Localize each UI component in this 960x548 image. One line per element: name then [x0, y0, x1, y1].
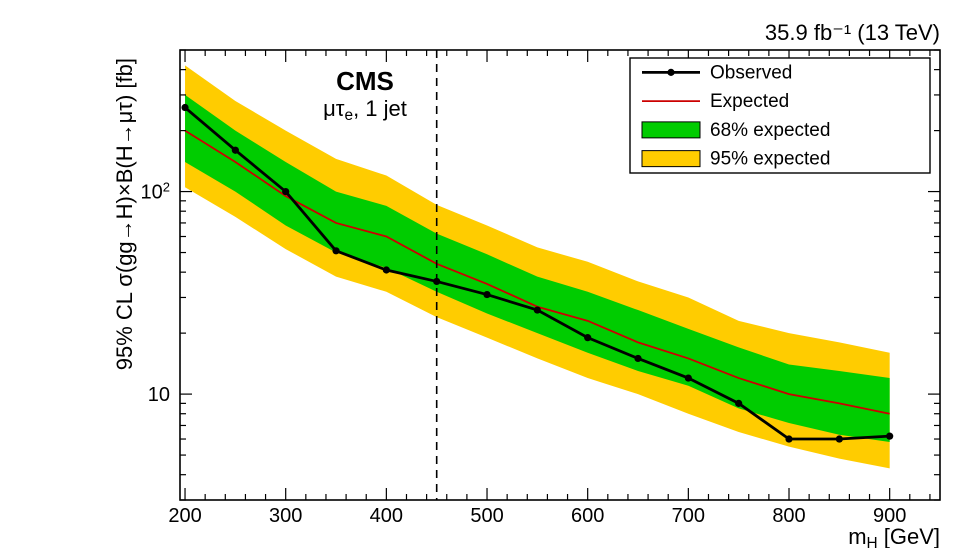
observed-marker [383, 266, 390, 273]
observed-marker [836, 435, 843, 442]
legend-label: 68% expected [710, 120, 830, 141]
x-tick-label: 500 [470, 505, 503, 527]
chart-container: 20030040050060070080090010102mH [GeV]95%… [0, 0, 960, 548]
legend-label: Expected [710, 91, 789, 112]
observed-marker [332, 247, 339, 254]
observed-marker [483, 291, 490, 298]
x-tick-label: 400 [370, 505, 403, 527]
y-axis-label: 95% CL σ(gg→H)×B(H→μτ) [fb] [112, 58, 137, 370]
x-tick-label: 700 [672, 505, 705, 527]
observed-marker [534, 306, 541, 313]
observed-marker [584, 334, 591, 341]
legend-label: Observed [710, 62, 792, 83]
observed-marker [433, 278, 440, 285]
observed-marker [181, 104, 188, 111]
observed-marker [282, 188, 289, 195]
channel-label: μτe, 1 jet [323, 96, 407, 124]
observed-marker [785, 435, 792, 442]
x-tick-label: 600 [571, 505, 604, 527]
lumi-label: 35.9 fb⁻¹ (13 TeV) [765, 20, 940, 45]
observed-marker [685, 374, 692, 381]
x-tick-label: 800 [772, 505, 805, 527]
x-tick-label: 300 [269, 505, 302, 527]
legend-label: 95% expected [710, 149, 830, 170]
y-tick-label: 10 [148, 384, 170, 406]
observed-marker [634, 355, 641, 362]
observed-marker [886, 433, 893, 440]
x-axis-label: mH [GeV] [848, 524, 940, 548]
observed-marker [232, 147, 239, 154]
chart-svg: 20030040050060070080090010102mH [GeV]95%… [0, 0, 960, 548]
x-tick-label: 200 [168, 505, 201, 527]
experiment-label: CMS [336, 66, 394, 96]
observed-marker [735, 400, 742, 407]
